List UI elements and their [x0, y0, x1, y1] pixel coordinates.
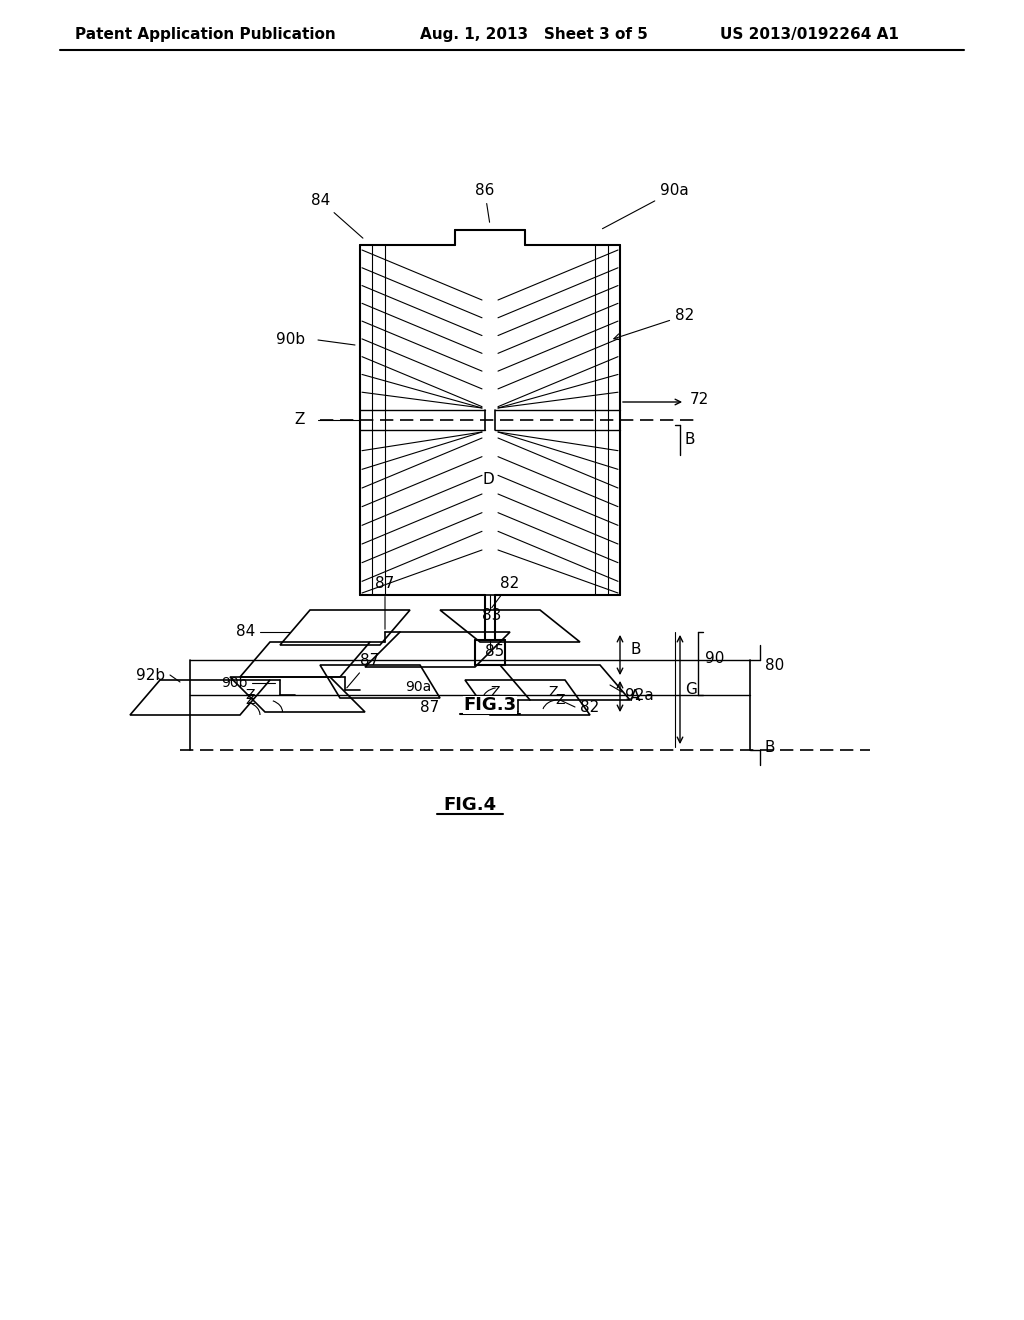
Text: 80: 80	[765, 657, 784, 672]
Text: 87: 87	[421, 700, 439, 714]
Text: 87: 87	[376, 576, 394, 630]
Text: 90: 90	[705, 651, 724, 667]
Text: Patent Application Publication: Patent Application Publication	[75, 28, 336, 42]
Text: 92a: 92a	[625, 688, 653, 702]
Text: Z: Z	[548, 685, 557, 700]
Text: 87: 87	[347, 653, 380, 688]
Text: 84: 84	[236, 624, 255, 639]
Text: FIG.4: FIG.4	[443, 796, 497, 814]
Text: 90b: 90b	[275, 333, 305, 347]
Text: 86: 86	[475, 183, 495, 222]
Text: G: G	[685, 682, 697, 697]
Text: 84: 84	[310, 193, 362, 238]
Text: B: B	[685, 433, 695, 447]
Text: Z: Z	[245, 693, 255, 708]
Text: D: D	[482, 473, 494, 487]
Text: B: B	[765, 739, 775, 755]
Text: 82: 82	[613, 308, 694, 339]
Text: Z: Z	[490, 685, 500, 700]
Text: 82: 82	[492, 576, 519, 607]
Text: 85: 85	[485, 644, 504, 660]
Text: A: A	[630, 689, 640, 704]
Text: US 2013/0192264 A1: US 2013/0192264 A1	[720, 28, 899, 42]
Text: 90b: 90b	[221, 676, 248, 690]
Text: Z: Z	[555, 693, 564, 708]
Text: 72: 72	[690, 392, 710, 408]
Text: 92b: 92b	[136, 668, 165, 682]
Text: 83: 83	[482, 607, 502, 623]
Text: B: B	[630, 643, 640, 657]
Text: Aug. 1, 2013   Sheet 3 of 5: Aug. 1, 2013 Sheet 3 of 5	[420, 28, 648, 42]
Text: Z: Z	[295, 412, 305, 428]
Text: FIG.3: FIG.3	[464, 696, 516, 714]
Text: 90a: 90a	[406, 680, 431, 694]
Text: Z: Z	[245, 688, 255, 702]
Text: 82: 82	[580, 700, 599, 714]
Text: 90a: 90a	[602, 183, 689, 228]
